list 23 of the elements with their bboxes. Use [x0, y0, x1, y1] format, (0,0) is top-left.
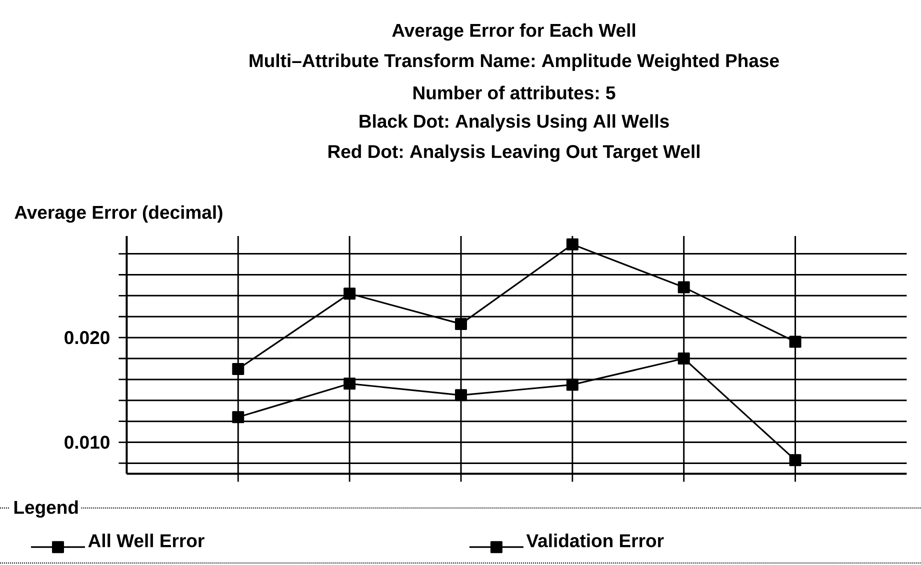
point [678, 281, 690, 294]
point [789, 336, 802, 348]
text: Black Dot: Analysis Using All Wells [360, 114, 669, 132]
y-tick-label: 0.020 [64, 331, 110, 344]
point [566, 238, 578, 250]
y-tick-label: 0.010 [64, 436, 110, 449]
text: Number of attributes: 5 [413, 86, 616, 100]
point [678, 352, 690, 365]
point [789, 454, 802, 466]
chart-subtitle: Multi–Attribute Transform Name: Amplitude Weighted Phase [250, 54, 779, 71]
point [232, 411, 244, 424]
legend-label: All Well Error [88, 534, 204, 548]
legend-label: Validation Error [526, 534, 664, 548]
y-axis-title: Average Error (decimal) [14, 205, 222, 223]
point [232, 362, 244, 375]
point [566, 378, 578, 391]
text: Red Dot: Analysis Leaving Out Target Well [328, 144, 700, 162]
point [454, 389, 467, 402]
point [454, 318, 467, 330]
point [344, 378, 356, 390]
point [344, 288, 356, 300]
legend-title: Legend [14, 500, 78, 518]
chart-title: Average Error for Each Well [392, 23, 636, 41]
